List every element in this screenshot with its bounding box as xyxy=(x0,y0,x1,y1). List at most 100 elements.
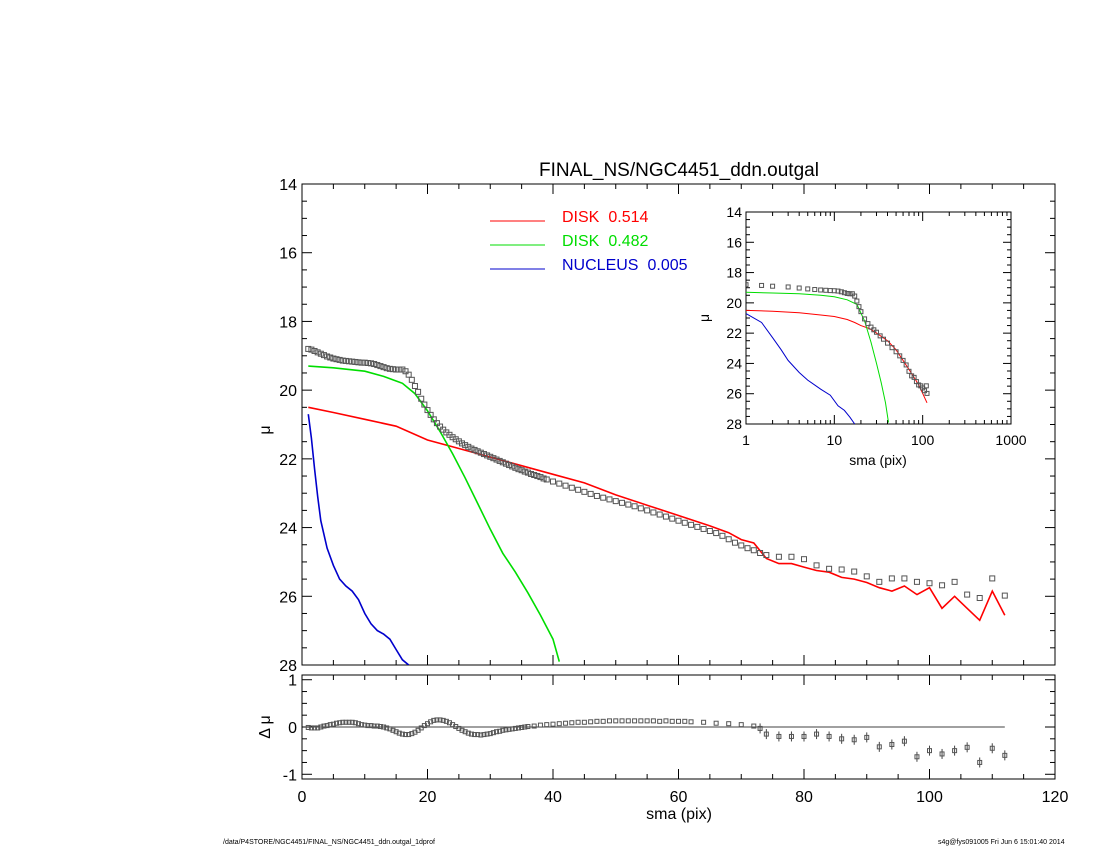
data-point xyxy=(411,383,418,390)
data-point xyxy=(901,575,908,582)
residual-point xyxy=(826,733,832,739)
residual-point xyxy=(927,748,932,754)
data-point xyxy=(556,480,563,487)
y-tick-label: 28 xyxy=(279,658,297,675)
residual-point xyxy=(851,737,857,743)
x-tick-label: 80 xyxy=(795,789,813,806)
residual-point xyxy=(889,741,895,747)
residual-point xyxy=(399,731,405,737)
inset-y-tick-label: 28 xyxy=(726,416,742,432)
inset-y-tick-label: 16 xyxy=(726,234,742,250)
inset-data-point xyxy=(889,345,895,351)
data-point xyxy=(524,469,531,476)
residual-point xyxy=(428,719,434,725)
y-tick-label: 22 xyxy=(279,452,297,469)
residual-point xyxy=(340,719,346,725)
data-point xyxy=(377,363,384,370)
inset-y-tick-label: 20 xyxy=(726,295,742,311)
data-point xyxy=(311,347,318,354)
main-plot: 14 16 18 20 22 24 26 28 μ xyxy=(257,177,1056,675)
inset-data-point xyxy=(858,309,864,315)
data-point xyxy=(418,395,425,402)
residual-point xyxy=(406,732,412,738)
data-point xyxy=(405,371,412,378)
inset-y-tick-label: 14 xyxy=(726,204,742,220)
x-tick-label: 40 xyxy=(544,789,562,806)
data-point xyxy=(477,449,484,456)
residual-point xyxy=(387,726,393,732)
data-point xyxy=(305,345,312,352)
inset-plot: 14 16 18 20 22 24 26 281 10 100 1000 sma (pix) μ xyxy=(696,204,1027,468)
data-point xyxy=(675,517,682,524)
y-tick-label: -1 xyxy=(283,767,297,784)
residual-point xyxy=(550,721,556,727)
legend-label-nucleus: NUCLEUS 0.005 xyxy=(562,257,688,274)
y-axis-label: μ xyxy=(257,425,274,434)
chart-title: FINAL_NS/NGC4451_ddn.outgal xyxy=(539,160,819,181)
data-point xyxy=(421,401,428,408)
inset-data-point xyxy=(900,357,906,363)
data-point xyxy=(468,445,475,452)
residual-point xyxy=(318,724,324,730)
x-tick-label: 60 xyxy=(670,789,688,806)
inset-y-tick-label: 22 xyxy=(726,325,742,341)
inset-data-point xyxy=(903,362,909,368)
inset-y-tick-label: 24 xyxy=(726,355,742,371)
data-point xyxy=(562,482,569,489)
footer-path: /data/P4STORE/NGC4451/FINAL_NS/NGC4451_d… xyxy=(223,839,435,846)
residual-point xyxy=(500,727,506,733)
residual-point xyxy=(484,731,490,737)
residual-point xyxy=(315,725,321,731)
data-point xyxy=(713,530,720,537)
data-point xyxy=(374,362,381,369)
residual-point xyxy=(644,718,650,724)
data-point xyxy=(688,521,695,528)
data-point xyxy=(487,453,494,460)
data-point xyxy=(731,539,738,546)
residual-point xyxy=(371,723,377,729)
data-point xyxy=(600,494,607,501)
data-point xyxy=(361,359,368,366)
residual-point xyxy=(663,718,669,724)
residual-point xyxy=(475,732,481,738)
y-tick-label: 1 xyxy=(288,673,297,690)
residual-point xyxy=(365,723,371,729)
inset-data-point xyxy=(770,283,776,289)
data-point xyxy=(389,366,396,373)
data-point xyxy=(386,365,393,372)
inset-data-point xyxy=(906,368,912,374)
inset-data-point xyxy=(865,321,871,327)
data-point xyxy=(484,452,491,459)
data-point xyxy=(333,356,340,363)
inset-data-point xyxy=(924,390,930,396)
inset-x-axis-label: sma (pix) xyxy=(849,452,907,468)
data-point xyxy=(888,575,895,582)
data-point xyxy=(725,536,732,543)
residual-point xyxy=(701,719,707,725)
residual-point xyxy=(522,724,528,730)
residual-point xyxy=(384,725,390,731)
residual-point xyxy=(600,718,606,724)
residual-point xyxy=(431,717,437,723)
y-tick-label: 0 xyxy=(288,720,297,737)
residual-point xyxy=(738,722,744,728)
data-point xyxy=(669,515,676,522)
data-point xyxy=(512,464,519,471)
inset-frame xyxy=(745,211,1012,425)
legend: DISK 0.514 DISK 0.482 NUCLEUS 0.005 xyxy=(490,209,688,274)
data-point xyxy=(399,366,406,373)
residual-point xyxy=(359,722,365,728)
data-point xyxy=(364,360,371,367)
residual-point xyxy=(575,719,581,725)
inset-data-point xyxy=(877,333,883,339)
inset-x-tick-label: 100 xyxy=(911,432,935,448)
residual-point xyxy=(606,718,612,724)
residual-point xyxy=(312,725,318,731)
residual-point xyxy=(321,723,327,729)
residual-point xyxy=(657,718,663,724)
inset-data-point xyxy=(852,293,858,299)
data-point xyxy=(383,365,390,372)
x-axis-label: sma (pix) xyxy=(646,806,712,823)
residual-point xyxy=(713,720,719,726)
